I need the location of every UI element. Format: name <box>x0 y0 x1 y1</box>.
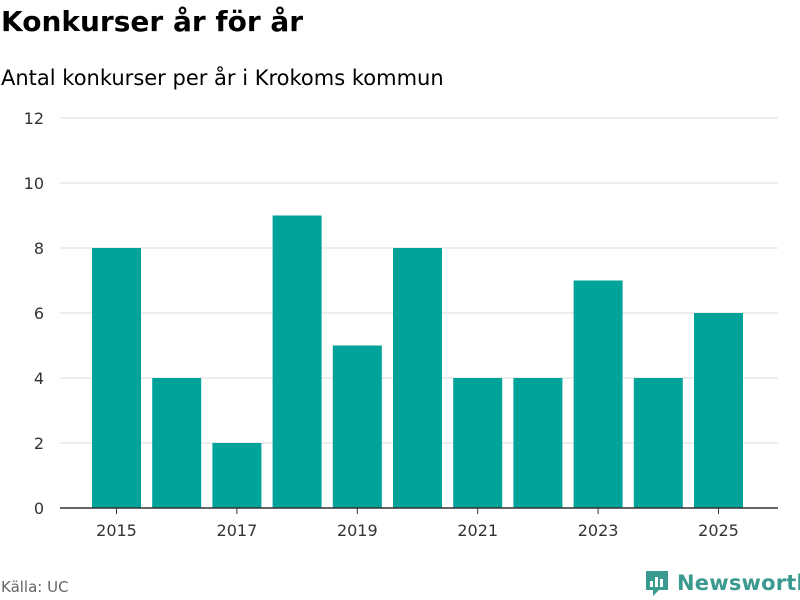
x-tick-label: 2019 <box>337 521 378 540</box>
bar-2017 <box>212 443 262 508</box>
y-tick-label: 4 <box>34 369 44 388</box>
chart-subtitle: Antal konkurser per år i Krokoms kommun <box>1 66 444 90</box>
x-tick-label: 2015 <box>96 521 137 540</box>
source-note: Källa: UC <box>1 578 69 596</box>
x-tick-label: 2021 <box>457 521 498 540</box>
y-tick-label: 2 <box>34 434 44 453</box>
brand-name: Newsworthy <box>677 571 800 595</box>
bar-2019 <box>332 345 382 508</box>
bar-2024 <box>633 378 683 508</box>
x-tick-label: 2023 <box>578 521 619 540</box>
newsworthy-logo-icon <box>646 571 668 596</box>
bar-2023 <box>573 280 623 508</box>
bar-2021 <box>453 378 503 508</box>
y-tick-label: 6 <box>34 304 44 323</box>
bar-2018 <box>272 215 322 508</box>
y-tick-label: 0 <box>34 499 44 518</box>
bar-2022 <box>513 378 563 508</box>
x-tick-label: 2017 <box>217 521 258 540</box>
chart-title: Konkurser år för år <box>1 5 304 38</box>
y-tick-label: 12 <box>24 109 44 128</box>
bar-2025 <box>694 313 743 508</box>
bar-2016 <box>152 378 202 508</box>
y-tick-label: 8 <box>34 239 44 258</box>
brand-logo: Newsworthy <box>644 568 800 598</box>
y-tick-label: 10 <box>24 174 44 193</box>
x-tick-label: 2025 <box>698 521 739 540</box>
bar-2020 <box>393 248 442 508</box>
bar-2015 <box>92 248 141 508</box>
